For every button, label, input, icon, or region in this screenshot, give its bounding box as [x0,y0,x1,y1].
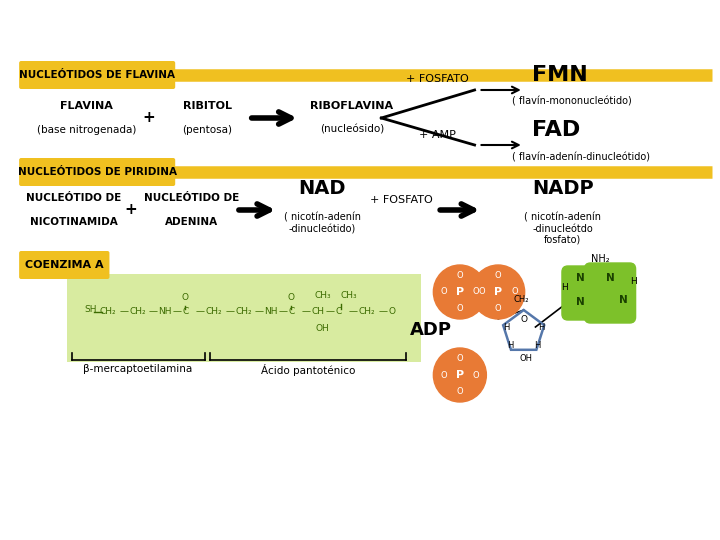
Text: ( flavín-mononucleótido): ( flavín-mononucleótido) [512,97,631,107]
Text: OH: OH [315,324,329,333]
Text: CH₂: CH₂ [359,307,375,316]
Text: ( nicotín-adenín: ( nicotín-adenín [284,213,361,223]
Text: P: P [494,287,503,297]
Text: —: — [225,307,234,316]
Text: O: O [473,287,480,296]
Text: —: — [325,307,334,316]
Text: CH₂: CH₂ [235,307,252,316]
Text: CH₃: CH₃ [314,291,330,300]
Text: + FOSFATO: + FOSFATO [406,74,469,84]
FancyBboxPatch shape [562,266,603,320]
FancyBboxPatch shape [67,274,420,362]
Text: + AMP: + AMP [419,130,456,140]
Text: C: C [288,307,294,316]
Text: —: — [120,307,128,316]
Text: β-mercaptoetilamina: β-mercaptoetilamina [84,364,192,374]
Text: NUCLEÓTIDO DE: NUCLEÓTIDO DE [144,193,240,203]
Text: COENZIMA A: COENZIMA A [25,260,104,270]
Text: C: C [336,307,341,316]
FancyBboxPatch shape [19,251,109,279]
Text: O: O [440,287,446,296]
FancyBboxPatch shape [585,263,636,323]
FancyBboxPatch shape [19,61,175,89]
Text: RIBOFLAVINA: RIBOFLAVINA [310,101,393,111]
Text: ( flavín-adenín-dinucleótido): ( flavín-adenín-dinucleótido) [512,152,650,162]
Text: + FOSFATO: + FOSFATO [369,195,432,205]
FancyBboxPatch shape [19,158,175,186]
Text: O: O [456,354,463,363]
Text: P: P [456,370,464,380]
Text: —: — [255,307,264,316]
Text: -dinucleótdo: -dinucleótdo [533,224,593,234]
Text: CH: CH [312,307,325,316]
Text: —: — [349,307,358,316]
Text: OH: OH [519,354,532,363]
Text: Ácido pantoténico: Ácido pantoténico [261,364,355,376]
Text: (base nitrogenada): (base nitrogenada) [37,125,137,135]
Text: N: N [576,273,585,283]
Text: O: O [478,287,485,296]
Text: RIBITOL: RIBITOL [183,101,232,111]
Text: O: O [495,271,501,280]
Text: NICOTINAMIDA: NICOTINAMIDA [30,217,118,227]
Text: O: O [520,315,527,325]
Text: NH: NH [264,307,278,316]
Text: —: — [149,307,158,316]
Text: H: H [538,322,544,332]
Text: FMN: FMN [531,65,588,85]
Text: O: O [495,304,501,313]
Text: O: O [456,304,463,313]
Text: O: O [473,370,480,380]
Text: N: N [619,295,628,305]
Text: CH₃: CH₃ [341,291,357,300]
Text: H: H [630,278,637,287]
Text: fosfato): fosfato) [544,234,582,244]
Text: -dinucleótido): -dinucleótido) [289,224,356,234]
Text: —: — [278,307,287,316]
Text: ( nicotín-adenín: ( nicotín-adenín [524,213,601,223]
Text: FAD: FAD [531,120,580,140]
Text: NADP: NADP [532,179,594,198]
Circle shape [433,348,487,402]
Text: H: H [562,284,568,293]
Text: O: O [456,271,463,280]
Text: NUCLEÓTIDOS DE FLAVINA: NUCLEÓTIDOS DE FLAVINA [19,70,175,80]
Text: O: O [440,370,446,380]
Text: C: C [182,307,189,316]
Text: ADENINA: ADENINA [166,217,218,227]
Text: NH: NH [158,307,172,316]
Circle shape [433,265,487,319]
Text: H: H [507,341,513,350]
Text: N: N [606,273,614,283]
Text: O: O [388,307,395,316]
Text: NUCLEÓTIDOS DE PIRIDINA: NUCLEÓTIDOS DE PIRIDINA [18,167,176,177]
Text: CH₂: CH₂ [129,307,145,316]
Text: —: — [379,307,387,316]
Text: CH₂: CH₂ [99,307,116,316]
Text: (pentosa): (pentosa) [183,125,233,135]
Circle shape [472,265,525,319]
Text: SH: SH [84,305,96,314]
Text: CH₂: CH₂ [206,307,222,316]
Text: NUCLEÓTIDO DE: NUCLEÓTIDO DE [27,193,122,203]
Text: +: + [143,111,155,125]
Text: —: — [302,307,311,316]
Text: O: O [511,287,518,296]
Text: NH₂: NH₂ [591,254,610,264]
Text: O: O [181,293,189,302]
Text: O: O [456,387,463,396]
Text: (nucleósido): (nucleósido) [320,125,384,135]
Text: O: O [287,293,294,302]
Text: H: H [534,341,541,350]
Text: —: — [172,307,181,316]
Text: +: + [125,202,138,218]
Text: H: H [503,322,509,332]
Text: FLAVINA: FLAVINA [60,101,113,111]
Text: NAD: NAD [299,179,346,198]
Text: CH₂: CH₂ [514,295,529,304]
Text: N: N [576,297,585,307]
Text: ADP: ADP [410,321,451,339]
Text: P: P [456,287,464,297]
Text: —: — [196,307,204,316]
